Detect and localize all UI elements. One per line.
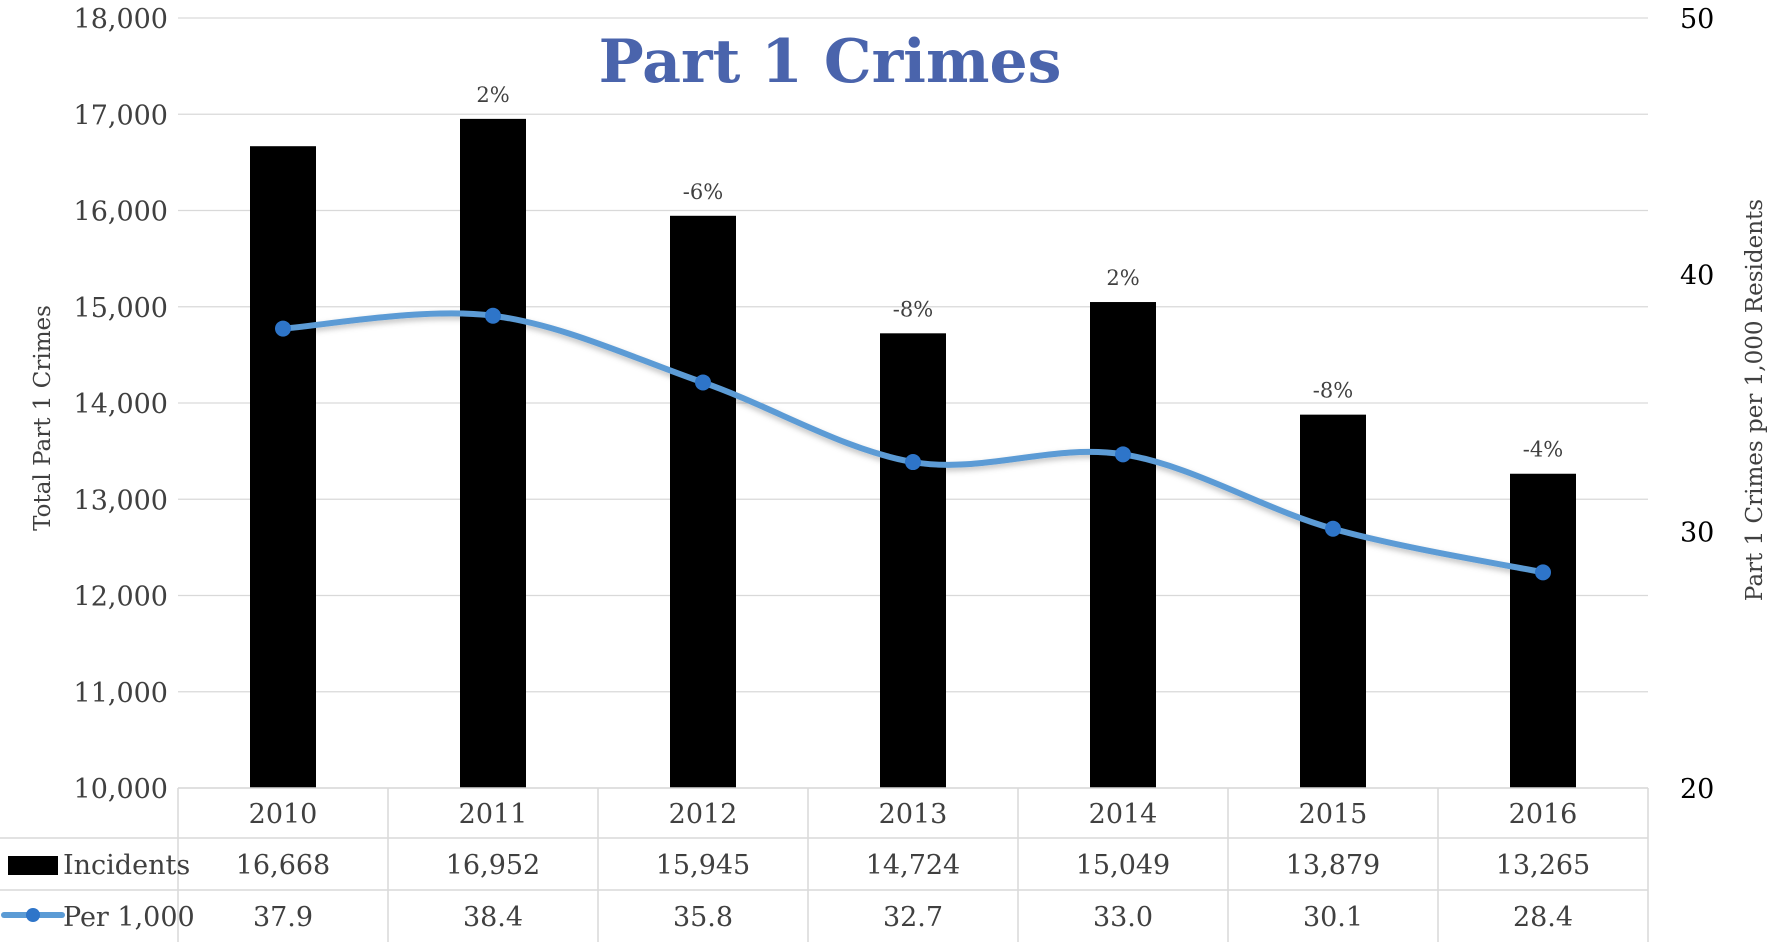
category-label: 2013 [879,799,948,830]
row-header-incidents: Incidents [63,850,190,881]
percent-change-label: 2% [476,83,509,107]
legend-key-per-1000-marker [26,908,40,922]
bar-incidents-2012 [670,215,736,788]
table-cell-per-1000: 28.4 [1513,902,1573,933]
y2-axis-title: Part 1 Crimes per 1,000 Residents [1742,199,1768,601]
per-1000-point-2013 [905,454,921,471]
bar-incidents-2015 [1300,414,1366,788]
per-1000-point-2015 [1325,520,1341,537]
per-1000-point-2016 [1535,564,1551,581]
chart-title: Part 1 Crimes [599,27,1062,97]
y2-tick-label: 40 [1680,261,1714,292]
category-label: 2012 [669,799,738,830]
table-cell-per-1000: 33.0 [1093,902,1153,933]
y-tick-label: 17,000 [74,100,168,131]
data-table: 2010 2011 2012 2013 2014 2015 2016 Incidents Per… [0,787,1649,942]
category-label: 2015 [1299,799,1368,830]
per-1000-point-2012 [695,374,711,391]
bar-incidents-2013 [880,333,946,788]
category-label: 2014 [1089,799,1158,830]
table-cell-incidents: 15,049 [1076,850,1170,881]
y-axis-title: Total Part 1 Crimes [30,305,56,531]
percent-change-label: -6% [683,180,723,204]
category-label: 2010 [249,799,318,830]
axes: 10,000 11,000 12,000 13,000 14,000 15,000 16,0… [30,4,1768,805]
per-1000-line [275,307,1551,581]
table-cell-per-1000: 35.8 [673,902,733,933]
bar-incidents-2011 [460,118,526,789]
y-tick-label: 13,000 [74,485,168,516]
row-header-per-1000: Per 1,000 [63,902,195,933]
legend-key-incidents [8,856,58,875]
y-tick-label: 18,000 [74,4,168,35]
y-tick-label: 15,000 [74,293,168,324]
table-cell-per-1000: 38.4 [463,902,523,933]
table-cell-per-1000: 32.7 [883,902,943,933]
table-cell-incidents: 15,945 [656,850,750,881]
y-tick-label: 11,000 [74,678,168,709]
percent-change-label: -4% [1523,438,1563,462]
percent-change-label: 2% [1106,266,1139,290]
per-1000-point-2011 [485,307,501,324]
y2-tick-label: 50 [1680,4,1714,35]
y2-tick-label: 30 [1680,517,1714,548]
y-tick-label: 14,000 [74,389,168,420]
table-cell-incidents: 16,952 [446,850,540,881]
bars [250,118,1576,789]
bar-incidents-2016 [1510,473,1576,788]
y-tick-label: 16,000 [74,197,168,228]
category-label: 2016 [1509,799,1578,830]
y-tick-label: 10,000 [74,774,168,805]
per-1000-point-2010 [275,320,291,337]
bar-incidents-2014 [1090,302,1156,788]
table-cell-incidents: 14,724 [866,850,960,881]
percent-change-label: -8% [1313,379,1353,403]
per-1000-point-2014 [1115,446,1131,463]
bar-incidents-2010 [250,146,316,788]
table-cell-incidents: 13,265 [1496,850,1590,881]
table-cell-incidents: 16,668 [236,850,330,881]
y-tick-label: 12,000 [74,582,168,613]
y2-tick-label: 20 [1680,774,1714,805]
table-cell-per-1000: 30.1 [1303,902,1363,933]
table-cell-incidents: 13,879 [1286,850,1380,881]
category-label: 2011 [459,799,528,830]
table-cell-per-1000: 37.9 [253,902,313,933]
percent-change-labels: 2% -6% -8% 2% -8% -4% [476,83,1563,462]
percent-change-label: -8% [893,297,933,321]
